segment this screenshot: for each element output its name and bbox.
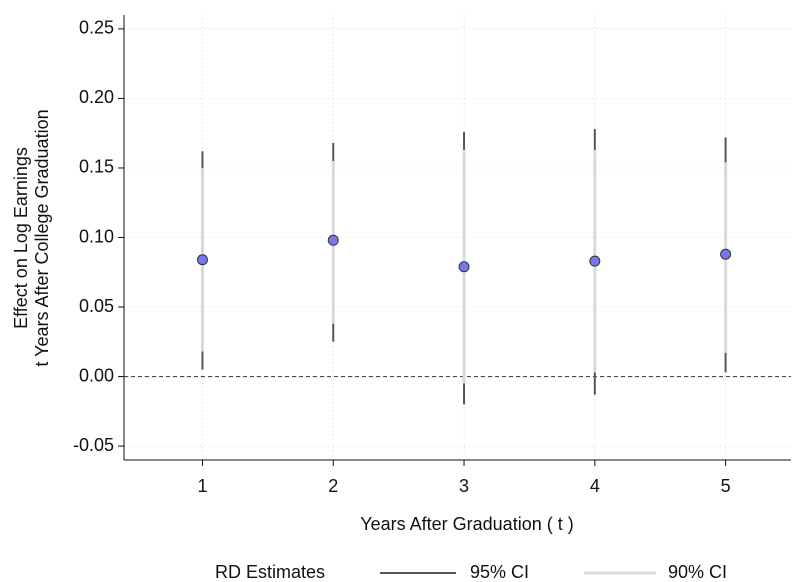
x-tick-label: 3 [459,476,469,496]
x-tick-label: 4 [590,476,600,496]
y-tick-label: 0.15 [79,157,114,177]
y-tick-label: 0.25 [79,18,114,38]
y-axis-label: Effect on Log Earnings [11,147,31,329]
point [589,255,601,267]
y-tick-label: 0.05 [79,296,114,316]
x-tick-label: 2 [328,476,338,496]
point [458,261,470,273]
y-tick-label: 0.20 [79,87,114,107]
y-axis-label: t Years After College Graduation [32,109,52,366]
point [720,248,732,260]
point [196,254,208,266]
x-axis-label: Years After Graduation ( t ) [360,514,573,534]
x-tick-label: 5 [721,476,731,496]
x-tick-label: 1 [197,476,207,496]
point [327,234,339,246]
y-tick-label: -0.05 [73,435,114,455]
y-tick-label: 0.10 [79,226,114,246]
legend-label: 90% CI [668,562,727,582]
y-tick-label: 0.00 [79,365,114,385]
legend-label: 95% CI [470,562,529,582]
legend-label: RD Estimates [215,562,325,582]
